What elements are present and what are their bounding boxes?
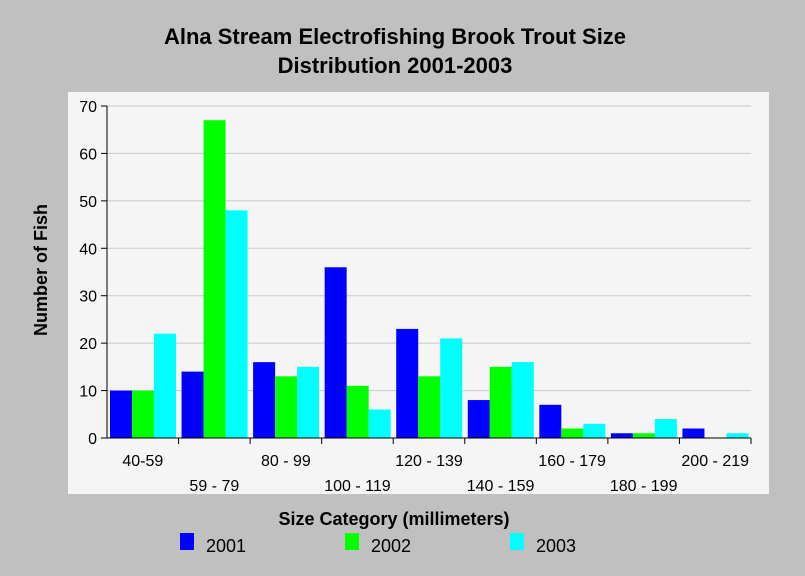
x-tick-label: 180 - 199 (610, 478, 678, 495)
bar-2002-4 (418, 376, 441, 438)
y-axis-title: Number of Fish (31, 204, 51, 336)
x-tick-label: 100 - 119 (324, 478, 391, 495)
bar-2001-8 (682, 428, 705, 438)
legend-label-2002: 2002 (371, 536, 411, 556)
x-tick-label: 120 - 139 (395, 453, 463, 470)
bar-2002-3 (346, 385, 369, 438)
y-tick-label: 70 (79, 99, 97, 116)
x-tick-label: 160 - 179 (538, 453, 606, 470)
x-tick-label: 200 - 219 (681, 453, 749, 470)
legend-label-2003: 2003 (536, 536, 576, 556)
bar-2002-6 (561, 428, 584, 438)
bar-2003-2 (297, 366, 320, 438)
bar-2002-1 (203, 120, 226, 438)
legend: 2001 2002 2003 (180, 533, 576, 556)
y-tick-label: 20 (79, 336, 97, 353)
legend-swatch-2001 (180, 533, 194, 550)
bars (110, 120, 749, 438)
x-tick-label: 140 - 159 (467, 478, 535, 495)
bar-2002-0 (132, 390, 154, 438)
bar-2003-3 (368, 409, 391, 438)
tick-labels: 0 10 20 30 40 50 60 70 40-59 59 - 79 80 - 99 100 - … (79, 99, 749, 495)
bar-2003-4 (440, 338, 463, 438)
y-tick-label: 30 (79, 289, 97, 306)
x-axis-title: Size Category (millimeters) (278, 509, 509, 529)
bar-2003-8 (726, 433, 749, 438)
bar-2001-0 (110, 390, 132, 438)
y-tick-label: 60 (79, 146, 97, 163)
bar-2001-1 (181, 371, 204, 438)
bar-2003-6 (583, 423, 606, 438)
bar-2001-4 (396, 328, 419, 438)
y-tick-label: 40 (79, 241, 97, 258)
x-tick-label: 59 - 79 (189, 478, 239, 495)
legend-swatch-2002 (345, 533, 359, 550)
bar-2002-7 (632, 433, 655, 438)
bar-2001-5 (467, 400, 490, 438)
legend-swatch-2003 (510, 533, 524, 550)
bar-2002-2 (275, 376, 298, 438)
chart-title-line-2: Distribution 2001-2003 (277, 53, 513, 78)
bar-2003-1 (225, 210, 248, 438)
legend-label-2001: 2001 (206, 536, 246, 556)
y-tick-label: 0 (88, 431, 97, 448)
bar-2003-5 (511, 362, 534, 438)
chart-title-line-1: Alna Stream Electrofishing Brook Trout S… (163, 24, 627, 49)
x-tick-label: 40-59 (122, 453, 163, 470)
bar-2002-5 (489, 366, 512, 438)
y-tick-label: 50 (79, 194, 97, 211)
y-tick-label: 10 (79, 384, 97, 401)
x-tick-label: 80 - 99 (261, 453, 311, 470)
bar-2003-7 (654, 419, 677, 438)
bar-2001-2 (253, 362, 276, 438)
bar-2001-6 (539, 404, 562, 438)
bar-2003-0 (154, 333, 176, 438)
axes (101, 105, 752, 444)
bar-2001-3 (324, 267, 347, 438)
bar-2001-7 (610, 433, 633, 438)
